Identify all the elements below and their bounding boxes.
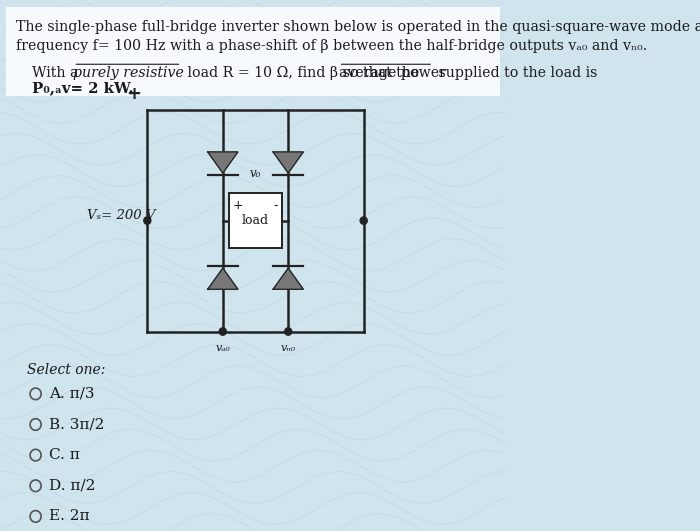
Text: B. 3π/2: B. 3π/2 [49,417,104,432]
Polygon shape [208,268,238,289]
Text: supplied to the load is: supplied to the load is [434,66,598,80]
Text: +: + [126,85,141,104]
Polygon shape [273,152,303,173]
Text: frequency f= 100 Hz with a phase-shift of β between the half-bridge outputs vₐ₀ : frequency f= 100 Hz with a phase-shift o… [17,39,648,54]
Text: +: + [233,199,244,212]
Text: D. π/2: D. π/2 [49,479,96,493]
Bar [229,193,282,249]
Text: purely resistive: purely resistive [74,66,184,80]
Text: A. π/3: A. π/3 [49,387,94,401]
Text: Select one:: Select one: [27,363,105,377]
Text: Vₛ= 200 V: Vₛ= 200 V [87,209,155,222]
Text: With a: With a [32,66,83,80]
Text: vₐ₀: vₐ₀ [216,343,230,353]
Text: v₀: v₀ [250,167,261,179]
Text: -: - [274,199,278,212]
Text: vₙ₀: vₙ₀ [281,343,296,353]
Circle shape [360,217,368,224]
Text: average power: average power [339,66,445,80]
Circle shape [144,217,150,224]
Text: P₀,ₐv= 2 kW.: P₀,ₐv= 2 kW. [32,82,133,96]
Circle shape [285,328,292,335]
Text: load: load [242,214,269,227]
Text: C. π: C. π [49,448,80,462]
Text: E. 2π: E. 2π [49,509,90,524]
Polygon shape [273,268,303,289]
Text: load R = 10 Ω, find β so that the: load R = 10 Ω, find β so that the [183,66,424,80]
Bar [6,7,500,97]
Circle shape [219,328,226,335]
Polygon shape [208,152,238,173]
Text: The single-phase full-bridge inverter shown below is operated in the quasi-squar: The single-phase full-bridge inverter sh… [17,20,700,34]
